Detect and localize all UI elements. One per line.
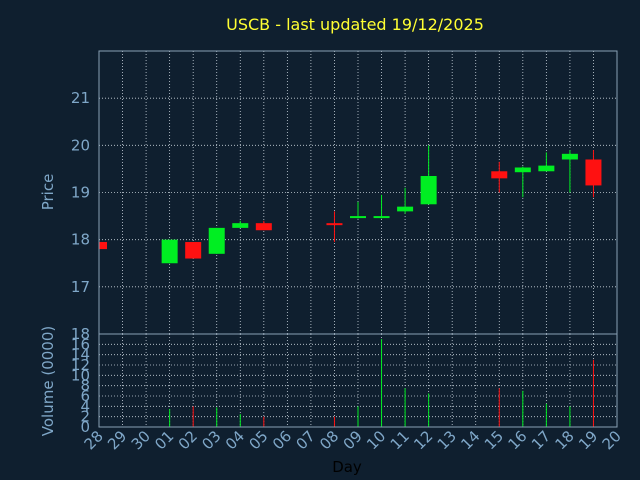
volume-tick-label: 0 [80, 418, 90, 436]
volume-tick-label: 2 [80, 408, 90, 426]
candle-body [514, 167, 531, 173]
x-tick-labels: 2829300102030405060708091011121314151617… [81, 427, 625, 453]
price-tick-label: 17 [71, 278, 90, 296]
candle-body [255, 223, 272, 231]
candle [255, 220, 272, 231]
candle-body [326, 223, 343, 226]
candle [350, 201, 366, 219]
candle [538, 152, 555, 172]
candles [98, 145, 602, 264]
x-tick-label: 14 [457, 427, 483, 453]
candle-body [420, 175, 437, 205]
candle [373, 194, 390, 219]
candle [161, 239, 178, 264]
candle [561, 150, 578, 193]
x-tick-label: 05 [245, 427, 271, 453]
x-axis-label: Day [332, 458, 362, 476]
x-tick-label: 11 [387, 427, 413, 453]
candle [185, 242, 202, 259]
x-tick-label: 30 [128, 427, 154, 453]
x-tick-label: 29 [104, 427, 130, 453]
volume-tick-label: 6 [80, 387, 90, 405]
candle-body [585, 159, 602, 186]
price-grid [99, 51, 617, 334]
candle [98, 242, 107, 250]
x-tick-label: 01 [151, 427, 177, 453]
candle-body [397, 206, 414, 212]
volume-axis-label: Volume (0000) [39, 326, 57, 436]
candle-body [232, 223, 249, 228]
price-tick-label: 19 [71, 184, 90, 202]
volume-tick-label: 16 [71, 335, 90, 353]
candle-body [491, 171, 508, 179]
candle [397, 187, 414, 214]
candle [491, 161, 508, 193]
candle-body [161, 239, 178, 264]
candle-body [561, 153, 578, 160]
x-tick-label: 07 [293, 427, 319, 453]
price-tick-label: 21 [71, 89, 90, 107]
candle [420, 145, 437, 205]
candle-body [208, 227, 225, 254]
volume-tick-label: 12 [71, 356, 90, 374]
price-tick-label: 20 [71, 136, 90, 154]
candle [514, 166, 531, 198]
x-tick-label: 02 [175, 427, 201, 453]
chart-title: USCB - last updated 19/12/2025 [226, 15, 484, 34]
candle-body [373, 216, 390, 219]
x-tick-label: 18 [552, 427, 578, 453]
candle-body [538, 165, 555, 172]
x-tick-label: 08 [316, 427, 342, 453]
candle-body [350, 216, 366, 219]
candle [208, 227, 225, 254]
x-tick-label: 13 [434, 427, 460, 453]
volume-tick-label: 4 [80, 397, 90, 415]
x-tick-label: 15 [481, 427, 507, 453]
price-axis-label: Price [39, 174, 57, 211]
candle-body [185, 242, 202, 259]
x-tick-label: 09 [340, 427, 366, 453]
x-tick-label: 17 [528, 427, 554, 453]
x-tick-label: 16 [504, 427, 530, 453]
x-tick-label: 19 [575, 427, 601, 453]
volume-panel-frame [98, 333, 618, 428]
x-tick-label: 10 [363, 427, 389, 453]
candle [326, 211, 343, 243]
volume-tick-label: 10 [71, 366, 90, 384]
volume-bars [98, 339, 594, 427]
candle [232, 220, 249, 228]
candle [585, 150, 602, 198]
volume-tick-label: 18 [71, 325, 90, 343]
candle-body [99, 242, 107, 250]
volume-tick-label: 14 [71, 346, 90, 364]
volume-tick-label: 8 [80, 377, 90, 395]
price-tick-label: 18 [71, 231, 90, 249]
x-tick-label: 04 [222, 427, 248, 453]
x-tick-label: 20 [599, 427, 625, 453]
x-tick-label: 03 [198, 427, 224, 453]
price-tick-labels: 17 18 19 20 21 [71, 89, 90, 296]
x-tick-label: 06 [269, 427, 295, 453]
x-tick-label: 12 [410, 427, 436, 453]
